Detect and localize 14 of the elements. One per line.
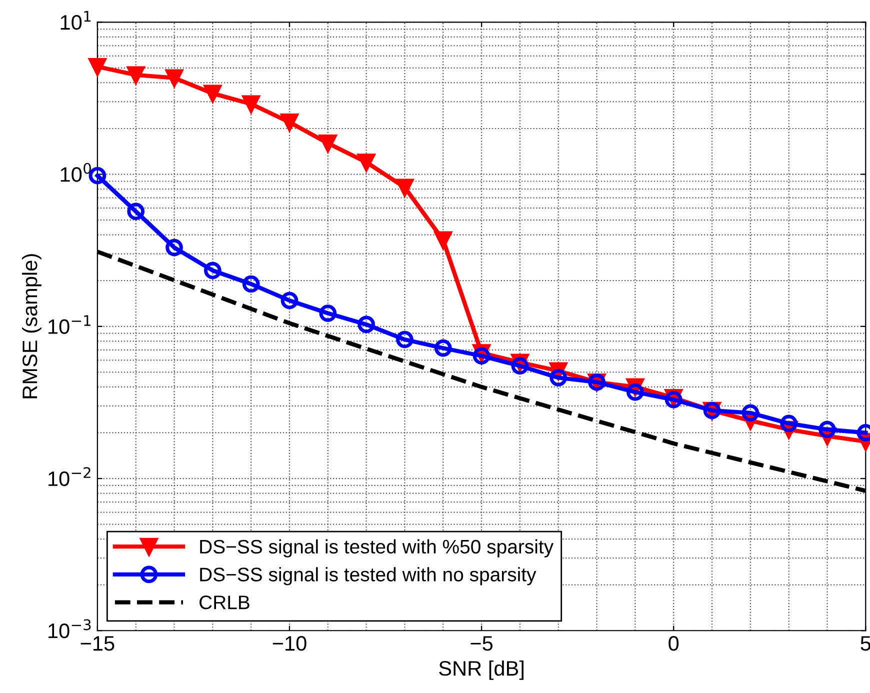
- legend-label: DS−SS signal is tested with no sparsity: [200, 567, 536, 586]
- y-tick-label: 10$^{0}$: [60, 162, 91, 182]
- y-tick-label: 10$^{−1}$: [48, 315, 90, 334]
- x-tick-label: −10: [272, 636, 306, 651]
- y-tick-label: 10$^{−3}$: [48, 619, 91, 638]
- x-axis-title: SNR [dB]: [439, 660, 524, 680]
- legend-label: CRLB: [200, 596, 250, 610]
- legend-label: DS−SS signal is tested with %50 sparsity: [200, 539, 554, 558]
- y-axis-title: RMSE (sample): [22, 254, 42, 398]
- x-tick-label: −15: [80, 636, 114, 651]
- y-tick-label: 10$^{1}$: [60, 10, 91, 30]
- y-tick-label: 10$^{−2}$: [48, 467, 90, 486]
- x-tick-label: 0: [668, 636, 679, 651]
- x-tick-label: −5: [470, 636, 493, 651]
